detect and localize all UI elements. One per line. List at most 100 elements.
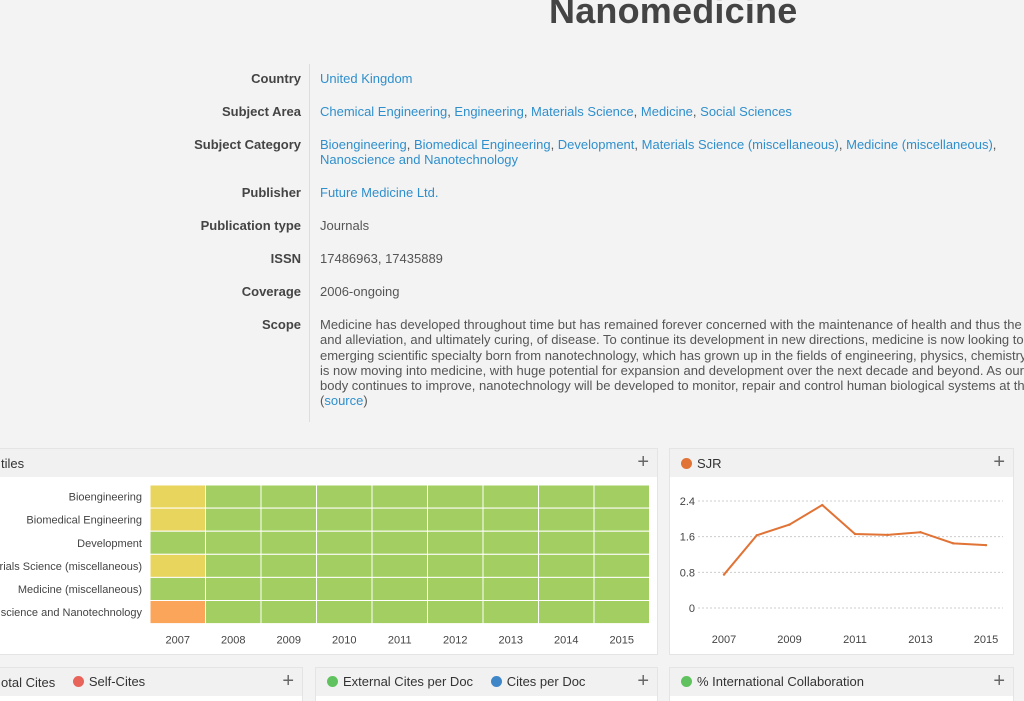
heatmap-cell[interactable]	[260, 507, 317, 532]
legend-self-cites[interactable]: Self-Cites	[72, 674, 146, 689]
heatmap-cell[interactable]	[260, 484, 317, 509]
heatmap-cell[interactable]	[316, 553, 373, 578]
heatmap-cell[interactable]	[427, 507, 484, 532]
scope-line: and alleviation, and ultimately curing, …	[320, 332, 1024, 348]
heatmap-column-label: 2010	[332, 635, 356, 647]
heatmap-cell[interactable]	[149, 576, 206, 602]
subject-area-link[interactable]: Chemical Engineering	[320, 104, 448, 119]
subject-category-link[interactable]: Biomedical Engineering	[413, 137, 551, 152]
heatmap-cell[interactable]	[593, 530, 650, 555]
sjr-data-point[interactable]	[722, 573, 726, 576]
heatmap-cell[interactable]	[205, 530, 262, 555]
heatmap-cell[interactable]	[371, 530, 428, 555]
heatmap-cell[interactable]	[427, 553, 484, 578]
heatmap-cell[interactable]	[482, 484, 539, 509]
heatmap-cell[interactable]	[427, 600, 484, 625]
heatmap-cell[interactable]	[593, 600, 650, 625]
publication-type-value: Journals	[320, 218, 370, 233]
scope-line: is now moving into medicine, with huge p…	[320, 362, 1024, 378]
sjr-data-point[interactable]	[788, 523, 791, 526]
heatmap-cell[interactable]	[538, 507, 595, 532]
country-label: Country	[0, 64, 310, 97]
sjr-data-point[interactable]	[952, 542, 955, 545]
heatmap-cell[interactable]	[149, 600, 206, 625]
heatmap-cell[interactable]	[538, 576, 595, 602]
sjr-x-tick: 2011	[843, 634, 867, 646]
sjr-y-tick: 0.8	[680, 567, 695, 579]
heatmap-cell[interactable]	[538, 553, 595, 578]
heatmap-cell[interactable]	[205, 600, 262, 625]
legend-label: Self-Cites	[88, 674, 146, 689]
subject-category-link[interactable]: Nanoscience and Nanotechnology	[320, 152, 519, 167]
heatmap-cell[interactable]	[593, 484, 650, 509]
publisher-link[interactable]: Future Medicine Ltd.	[320, 185, 439, 200]
sjr-data-point[interactable]	[984, 543, 988, 547]
heatmap-cell[interactable]	[205, 484, 262, 509]
expand-plus-icon[interactable]: +	[282, 670, 294, 692]
scope-source-link[interactable]: source	[324, 393, 364, 409]
sjr-data-point[interactable]	[821, 503, 824, 507]
country-link[interactable]: United Kingdom	[320, 71, 413, 86]
heatmap-cell[interactable]	[538, 530, 595, 555]
heatmap-cell[interactable]	[371, 507, 428, 532]
heatmap-cell[interactable]	[482, 507, 539, 532]
subject-area-link[interactable]: Engineering	[454, 104, 524, 119]
expand-plus-icon[interactable]: +	[993, 451, 1005, 473]
heatmap-cell[interactable]	[427, 530, 484, 555]
heatmap-cell[interactable]	[427, 484, 484, 509]
heatmap-cell[interactable]	[593, 576, 650, 602]
heatmap-cell[interactable]	[371, 576, 428, 602]
heatmap-cell[interactable]	[371, 484, 428, 509]
heatmap-cell[interactable]	[149, 484, 206, 509]
expand-plus-icon[interactable]: +	[637, 451, 649, 473]
legend-cites-per-doc[interactable]: Cites per Doc	[490, 674, 585, 689]
heatmap-cell[interactable]	[260, 530, 317, 555]
subject-area-link[interactable]: Social Sciences	[700, 104, 792, 119]
journal-title: Nanomedicine	[549, 0, 798, 31]
heatmap-cell[interactable]	[371, 600, 428, 625]
heatmap-cell[interactable]	[149, 530, 206, 555]
sjr-data-point[interactable]	[919, 531, 922, 534]
heatmap-cell[interactable]	[316, 576, 373, 602]
heatmap-cell[interactable]	[260, 600, 317, 625]
heatmap-cell[interactable]	[427, 576, 484, 602]
heatmap-cell[interactable]	[538, 484, 595, 509]
legend-external-cites-per-doc[interactable]: External Cites per Doc	[327, 674, 473, 689]
heatmap-cell[interactable]	[482, 553, 539, 578]
heatmap-cell[interactable]	[316, 484, 373, 509]
heatmap-cell[interactable]	[482, 600, 539, 625]
heatmap-cell[interactable]	[371, 553, 428, 578]
expand-plus-icon[interactable]: +	[993, 670, 1005, 692]
subject-category-link[interactable]: Bioengineering	[320, 137, 407, 152]
heatmap-cell[interactable]	[538, 600, 595, 625]
heatmap-cell[interactable]	[205, 553, 262, 578]
heatmap-cell[interactable]	[205, 576, 262, 602]
heatmap-cell[interactable]	[260, 576, 317, 602]
sjr-series-line[interactable]	[723, 503, 987, 576]
subject-category-link[interactable]: Medicine (miscellaneous)	[846, 137, 993, 152]
subject-category-link[interactable]: Development	[557, 137, 635, 152]
heatmap-cell[interactable]	[316, 600, 373, 625]
sjr-data-point[interactable]	[853, 532, 857, 536]
heatmap-cell[interactable]	[316, 530, 373, 555]
heatmap-cell[interactable]	[482, 576, 539, 602]
subject-category-link[interactable]: Materials Science (miscellaneous)	[641, 137, 839, 152]
info-row-publication-type: Publication type Journals	[0, 211, 1024, 244]
heatmap-cell[interactable]	[260, 553, 317, 578]
subject-area-link[interactable]: Medicine	[640, 104, 693, 119]
heatmap-cell[interactable]	[316, 507, 373, 532]
legend-total-cites[interactable]: otal Cites	[1, 675, 55, 690]
sjr-data-point[interactable]	[886, 533, 889, 537]
heatmap-cell[interactable]	[482, 530, 539, 555]
heatmap-cell[interactable]	[593, 507, 650, 532]
heatmap-cell[interactable]	[205, 507, 262, 532]
heatmap-column-label: 2011	[388, 635, 412, 647]
heatmap-cell[interactable]	[593, 553, 650, 578]
heatmap-cell[interactable]	[149, 553, 206, 578]
legend-international-collaboration[interactable]: % International Collaboration	[681, 674, 864, 689]
heatmap-cell[interactable]	[149, 507, 206, 532]
expand-plus-icon[interactable]: +	[637, 670, 649, 692]
sjr-data-point[interactable]	[755, 534, 758, 537]
subject-area-link[interactable]: Materials Science	[531, 104, 634, 119]
cites-per-doc-dot	[490, 676, 502, 687]
